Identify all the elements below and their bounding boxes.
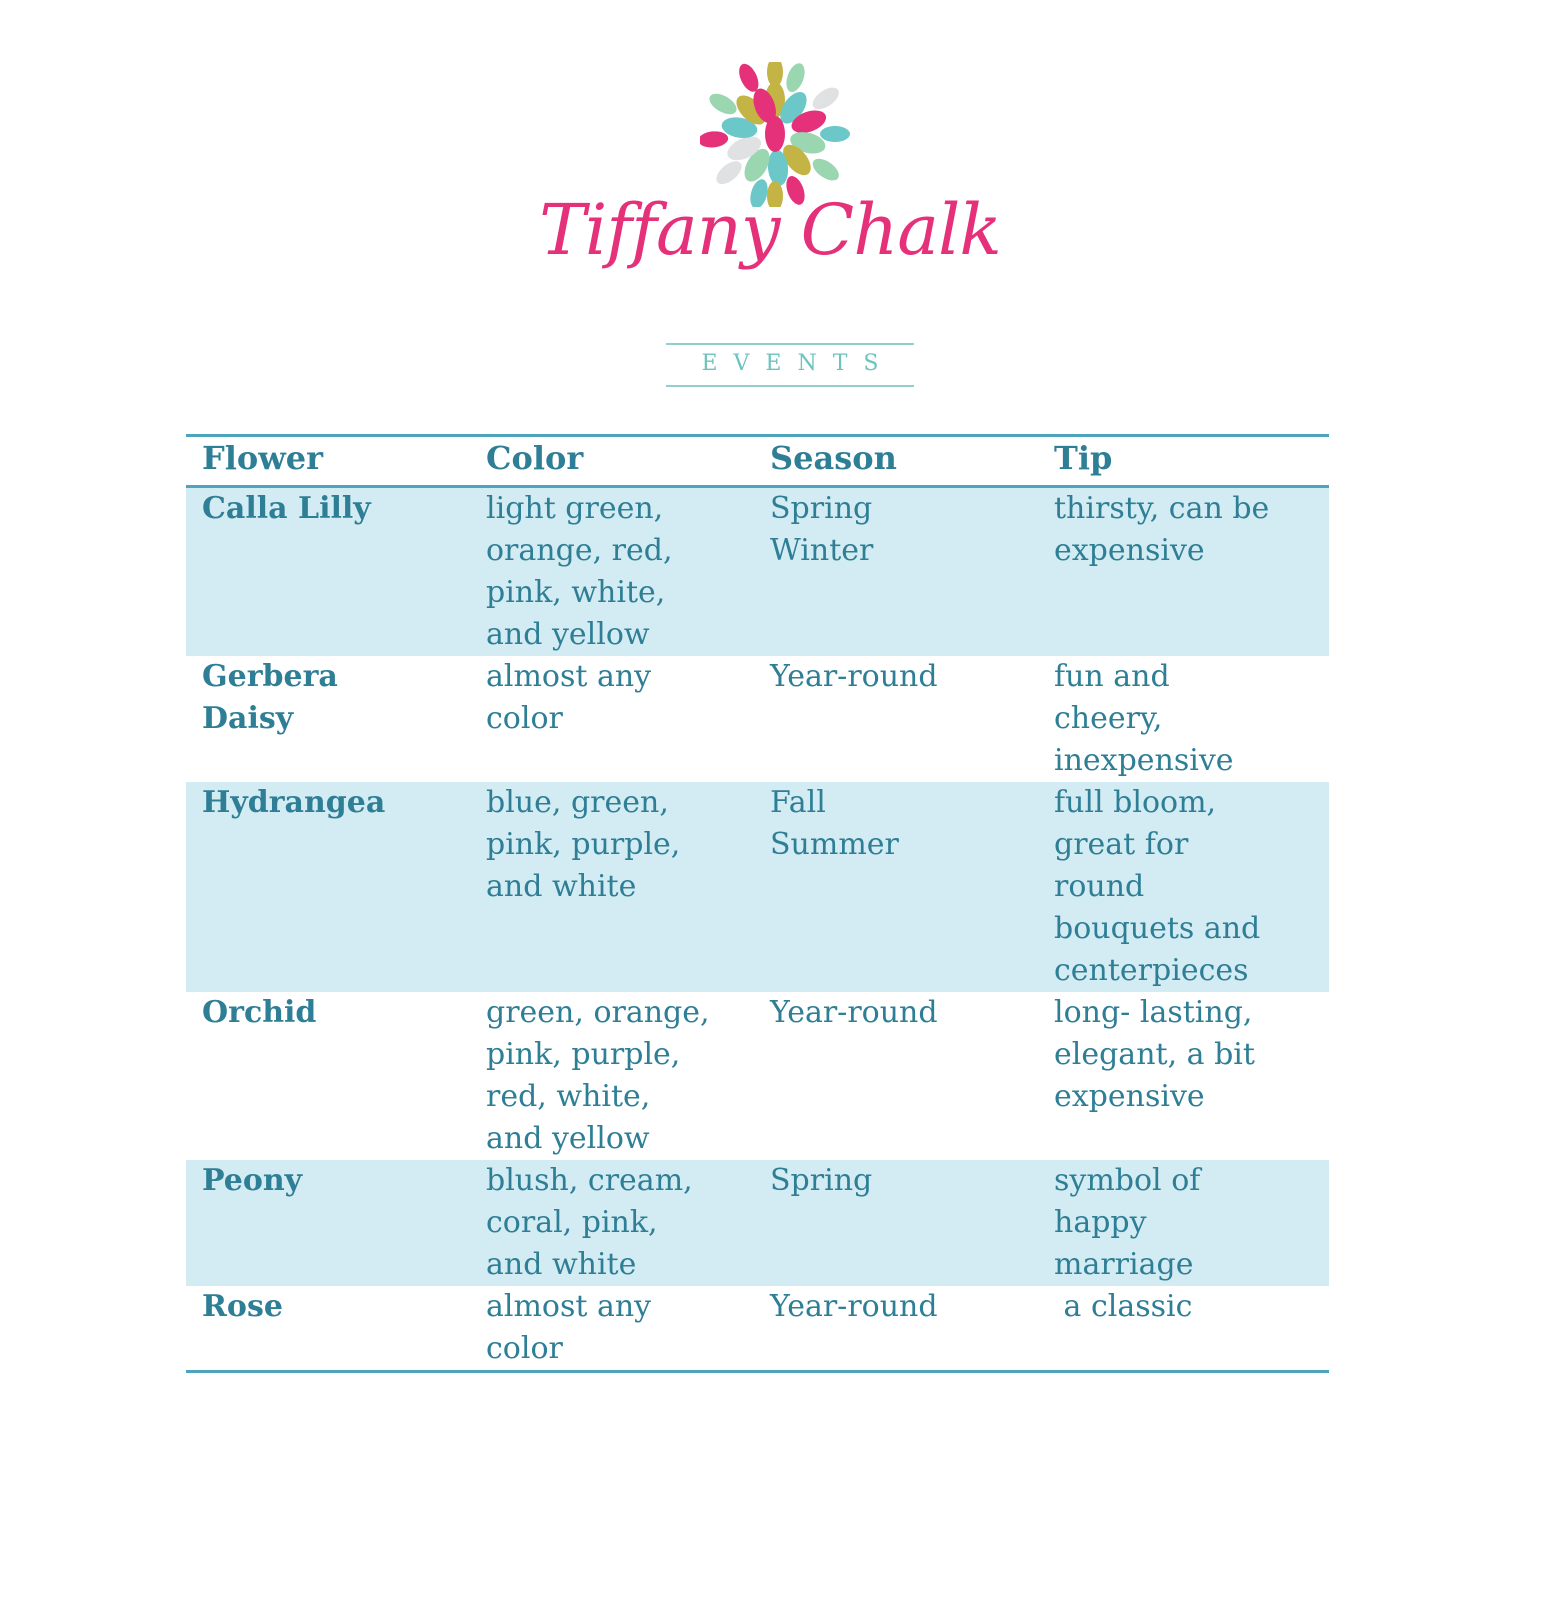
cell-season: Spring xyxy=(754,1160,1038,1286)
petal xyxy=(812,158,839,181)
petal xyxy=(790,132,826,154)
petal xyxy=(700,131,729,148)
cell-flower: Gerbera Daisy xyxy=(202,659,338,736)
cell-tip: fun and cheery, inexpensive xyxy=(1054,659,1234,778)
table-row: Gerbera Daisy almost any color Year-round f… xyxy=(186,656,1329,782)
petal xyxy=(767,149,789,186)
table-row: Calla Lilly light green, orange, red, pin… xyxy=(186,486,1329,656)
cell-color: blue, green, pink, purple, and white xyxy=(470,782,754,992)
cell-color: blush, cream, coral, pink, and white xyxy=(470,1160,754,1286)
cell-flower: Peony xyxy=(186,1160,470,1286)
cell-season: Year-round xyxy=(770,659,938,694)
petal xyxy=(744,148,770,182)
cell-color: almost any color xyxy=(486,659,652,736)
events-subtitle: EVENTS xyxy=(701,351,895,376)
flower-table: Flower Color Season Tip Calla Lilly light… xyxy=(186,434,1329,1373)
header-tip: Tip xyxy=(1038,435,1329,488)
petal xyxy=(783,144,811,176)
petal xyxy=(709,93,737,115)
flower-logo-icon xyxy=(700,62,850,207)
cell-flower: Calla Lilly xyxy=(186,486,470,656)
cell-color: green, orange, pink, purple, red, white,… xyxy=(486,995,710,1156)
petal xyxy=(727,136,762,161)
petal xyxy=(767,181,783,207)
table-row: Orchid green, orange, pink, purple, red, … xyxy=(186,992,1329,1160)
header-color: Color xyxy=(470,435,754,488)
table-row: Rose almost any color Year-round a classic xyxy=(186,1286,1329,1372)
petal xyxy=(786,63,805,92)
petal xyxy=(812,87,839,110)
cell-flower: Orchid xyxy=(202,995,317,1030)
cell-season: Year-round xyxy=(770,995,938,1030)
petal xyxy=(721,117,758,139)
petal xyxy=(739,63,759,92)
table-row: Hydrangea blue, green, pink, purple, and … xyxy=(186,782,1329,992)
cell-tip: thirsty, can be expensive xyxy=(1038,486,1329,656)
cell-season: Fall Summer xyxy=(754,782,1038,992)
cell-season: Year-round xyxy=(770,1289,938,1324)
cell-tip: a classic xyxy=(1054,1289,1193,1324)
cell-flower: Rose xyxy=(202,1289,283,1324)
brand-name: Tiffany Chalk xyxy=(539,189,1002,271)
cell-tip: full bloom, great for round bouquets and… xyxy=(1038,782,1329,992)
events-subtitle-box: EVENTS xyxy=(666,343,914,387)
table-header-row: Flower Color Season Tip xyxy=(186,435,1329,488)
petal xyxy=(767,62,783,87)
petal xyxy=(736,95,766,125)
petal xyxy=(820,126,850,142)
petal xyxy=(753,88,776,124)
cell-tip: long- lasting, elegant, a bit expensive xyxy=(1054,995,1255,1114)
petal xyxy=(716,161,742,185)
company-logo: Tiffany Chalk EVENTS xyxy=(0,0,1567,400)
cell-color: light green, orange, red, pink, white, a… xyxy=(470,486,754,656)
petal xyxy=(786,176,805,205)
petal xyxy=(750,179,768,207)
petal xyxy=(780,91,807,124)
petal xyxy=(791,110,827,133)
cell-flower: Hydrangea xyxy=(186,782,470,992)
cell-season: Spring Winter xyxy=(754,486,1038,656)
cell-color: almost any color xyxy=(486,1289,652,1366)
table-row: Peony blush, cream, coral, pink, and whit… xyxy=(186,1160,1329,1286)
cell-tip: symbol of happy marriage xyxy=(1038,1160,1329,1286)
header-season: Season xyxy=(754,435,1038,488)
header-flower: Flower xyxy=(186,435,470,488)
petal xyxy=(765,116,785,152)
